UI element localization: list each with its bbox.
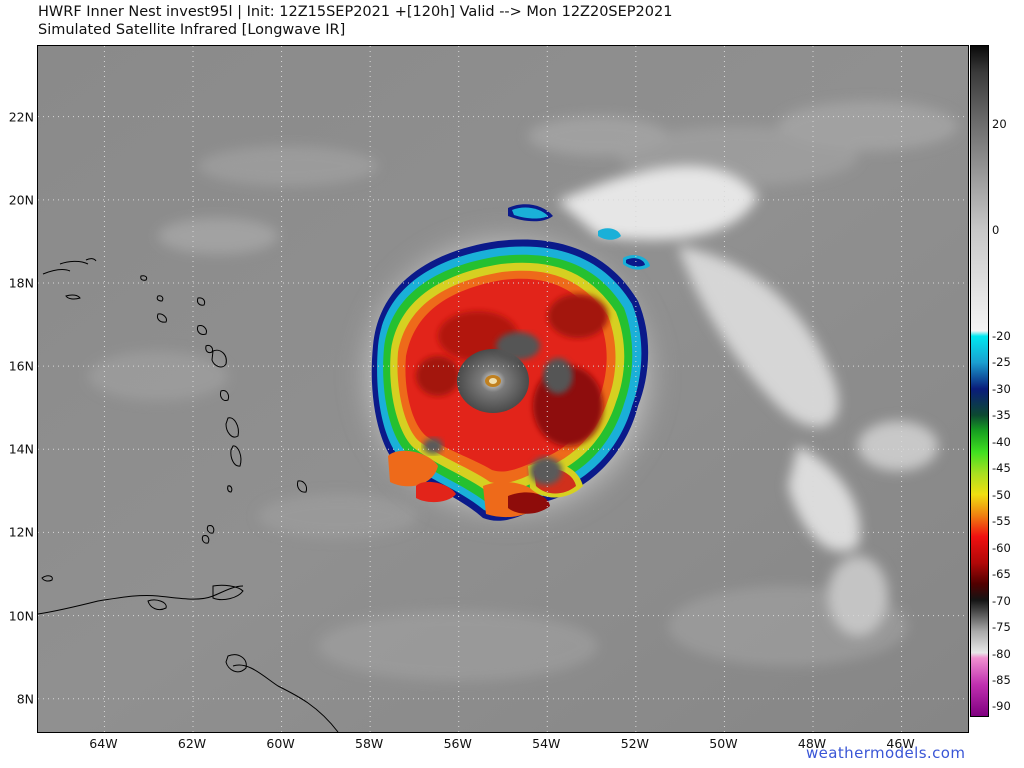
colorbar-tick-label: -75	[992, 620, 1011, 635]
map-gridlines	[38, 46, 968, 732]
colorbar-tick-label: -60	[992, 540, 1011, 555]
colorbar-tick-label: 20	[992, 117, 1007, 132]
lat-tick-label: 20N	[8, 192, 34, 208]
lat-tick-label: 12N	[8, 524, 34, 540]
temperature-colorbar	[970, 45, 989, 717]
colorbar-tick-label: -50	[992, 487, 1011, 502]
lon-tick-label: 50W	[709, 736, 738, 751]
lon-tick-label: 46W	[886, 736, 915, 751]
colorbar-tick-label: -70	[992, 593, 1011, 608]
colorbar-tick-label: -40	[992, 434, 1011, 449]
lat-tick-label: 14N	[8, 441, 34, 457]
lon-tick-label: 56W	[443, 736, 472, 751]
coastlines	[38, 258, 339, 732]
colorbar-tick-label: -20	[992, 329, 1011, 344]
lon-tick-label: 62W	[177, 736, 207, 751]
storm-eye	[423, 332, 573, 485]
watermark[interactable]: weathermodels.com	[806, 744, 966, 762]
lon-tick-label: 52W	[620, 736, 649, 751]
lat-tick-label: 8N	[16, 691, 34, 707]
colorbar-labels: 20 0 -20 -25 -30 -35 -40 -45 -50 -55 -60 -65 -70 -75 -…	[991, 45, 1024, 717]
colorbar-tick-label: -30	[992, 381, 1011, 396]
lat-tick-label: 22N	[8, 109, 34, 125]
map-subtitle: Simulated Satellite Infrared [Longwave I…	[38, 22, 346, 38]
lon-tick-label: 54W	[532, 736, 561, 751]
colorbar-tick-label: 0	[992, 223, 1000, 238]
colorbar-tick-label: -25	[992, 355, 1011, 370]
satellite-map[interactable]	[37, 45, 969, 733]
colorbar-tick-label: -90	[992, 699, 1011, 714]
colorbar-tick-label: -65	[992, 567, 1011, 582]
lon-tick-label: 60W	[266, 736, 295, 751]
lon-tick-label: 64W	[89, 736, 118, 751]
longitude-axis: 64W 62W 60W 58W 56W 54W 52W 50W 48W 46W	[37, 733, 967, 753]
map-canvas	[38, 46, 968, 732]
colorbar-tick-label: -85	[992, 672, 1011, 687]
lon-tick-label: 48W	[797, 736, 827, 751]
colorbar-tick-label: -55	[992, 514, 1011, 529]
lat-tick-label: 10N	[8, 608, 34, 624]
lat-tick-label: 18N	[8, 275, 34, 291]
colorbar-tick-label: -45	[992, 461, 1011, 476]
map-title: HWRF Inner Nest invest95l | Init: 12Z15S…	[38, 4, 673, 20]
lon-tick-label: 58W	[355, 736, 384, 751]
latitude-axis: 22N 20N 18N 16N 14N 12N 10N 8N	[0, 45, 36, 733]
lat-tick-label: 16N	[8, 358, 34, 374]
colorbar-tick-label: -35	[992, 408, 1011, 423]
colorbar-tick-label: -80	[992, 646, 1011, 661]
